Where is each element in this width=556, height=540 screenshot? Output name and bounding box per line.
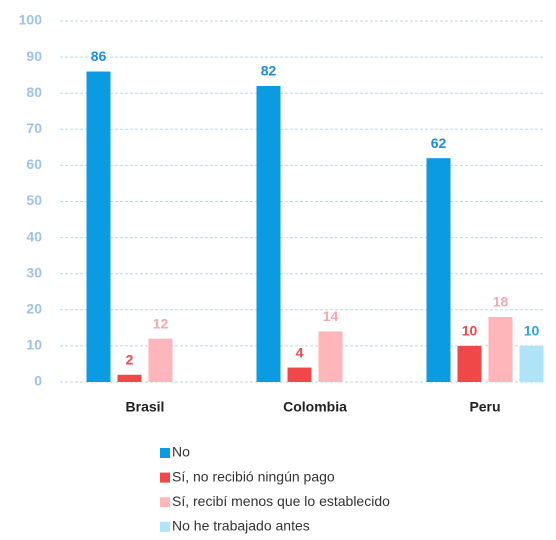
data-label: 18 — [493, 294, 509, 310]
bar — [287, 367, 312, 382]
bar — [488, 317, 513, 382]
y-tick-label: 100 — [19, 12, 43, 28]
x-tick-label: Peru — [469, 399, 500, 415]
bar — [86, 71, 111, 382]
legend-swatch — [160, 497, 170, 508]
legend-swatch — [160, 448, 170, 458]
data-label: 12 — [153, 315, 169, 331]
y-tick-label: 60 — [26, 156, 42, 172]
legend-label: No — [172, 444, 190, 460]
data-label: 82 — [261, 63, 277, 79]
data-label: 10 — [524, 323, 540, 339]
bar — [318, 331, 343, 382]
bar — [117, 374, 142, 382]
legend-swatch — [160, 521, 170, 532]
data-label: 14 — [323, 308, 339, 324]
bar — [457, 345, 482, 382]
y-tick-label: 80 — [26, 84, 42, 100]
x-tick-label: Colombia — [283, 399, 347, 415]
legend-label: Sí, recibí menos que lo establecido — [172, 493, 390, 509]
y-tick-label: 20 — [26, 301, 42, 317]
legend-label: Sí, no recibió ningún pago — [172, 468, 335, 484]
y-tick-label: 30 — [26, 264, 42, 280]
y-tick-label: 50 — [26, 192, 42, 208]
bar — [426, 158, 451, 382]
legend-label: No he trabajado antes — [172, 518, 310, 534]
legend-swatch — [160, 472, 170, 483]
y-tick-label: 10 — [26, 337, 42, 353]
bar — [148, 338, 173, 382]
data-label: 10 — [462, 323, 478, 339]
bar — [256, 85, 281, 382]
y-tick-label: 0 — [34, 373, 42, 389]
x-tick-label: Brasil — [126, 399, 165, 415]
data-label: 4 — [296, 344, 304, 360]
y-tick-label: 70 — [26, 120, 42, 136]
data-label: 2 — [126, 351, 134, 367]
bar — [519, 345, 544, 382]
data-label: 62 — [431, 135, 447, 151]
y-tick-label: 40 — [26, 228, 42, 244]
y-tick-label: 90 — [26, 48, 42, 64]
data-label: 86 — [91, 48, 107, 64]
